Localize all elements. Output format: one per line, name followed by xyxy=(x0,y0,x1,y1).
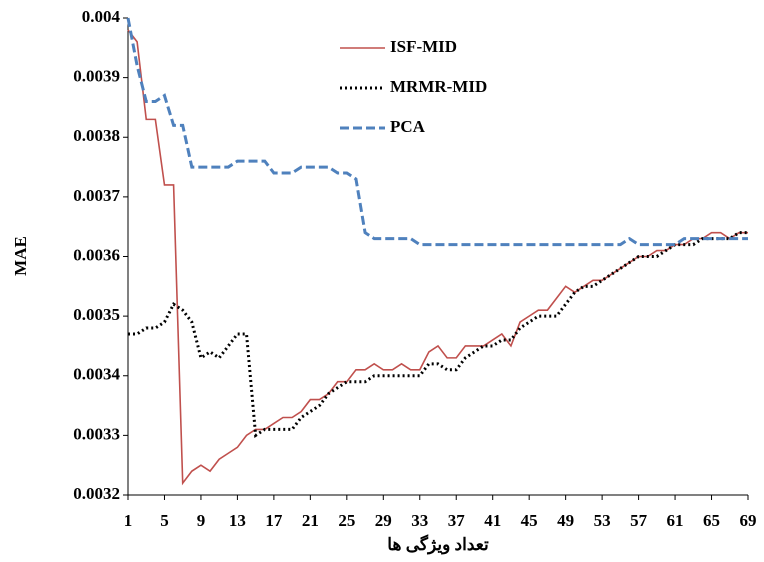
y-tick-label: 0.0035 xyxy=(73,305,120,324)
x-tick-label: 13 xyxy=(229,511,246,530)
x-axis-title: تعداد ویژگی ها xyxy=(387,534,489,555)
x-tick-label: 21 xyxy=(302,511,319,530)
y-tick-label: 0.0032 xyxy=(73,484,120,503)
x-tick-label: 49 xyxy=(557,511,574,530)
y-tick-label: 0.0033 xyxy=(73,424,120,443)
x-tick-label: 37 xyxy=(448,511,466,530)
legend-label: PCA xyxy=(390,117,426,136)
y-tick-label: 0.0036 xyxy=(73,245,120,264)
series-line xyxy=(126,17,748,247)
x-tick-label: 45 xyxy=(521,511,538,530)
legend-label: MRMR-MID xyxy=(390,77,487,96)
y-tick-label: 0.0038 xyxy=(73,126,120,145)
x-tick-label: 33 xyxy=(411,511,428,530)
y-tick-label: 0.004 xyxy=(82,7,121,26)
x-tick-label: 9 xyxy=(197,511,206,530)
x-tick-label: 57 xyxy=(630,511,648,530)
x-tick-label: 69 xyxy=(740,511,757,530)
x-tick-label: 41 xyxy=(484,511,501,530)
series-line xyxy=(128,231,748,438)
x-tick-label: 53 xyxy=(594,511,611,530)
x-tick-label: 29 xyxy=(375,511,392,530)
legend-label: ISF-MID xyxy=(390,37,457,56)
x-tick-label: 25 xyxy=(338,511,355,530)
x-tick-label: 17 xyxy=(265,511,283,530)
y-axis-title: MAE xyxy=(11,236,30,276)
x-tick-label: 5 xyxy=(160,511,169,530)
y-tick-label: 0.0037 xyxy=(73,186,120,205)
y-tick-label: 0.0039 xyxy=(73,67,120,86)
y-tick-label: 0.0034 xyxy=(73,365,120,384)
x-tick-label: 65 xyxy=(703,511,720,530)
series-line xyxy=(127,29,748,486)
x-tick-label: 1 xyxy=(124,511,133,530)
x-tick-label: 61 xyxy=(667,511,684,530)
